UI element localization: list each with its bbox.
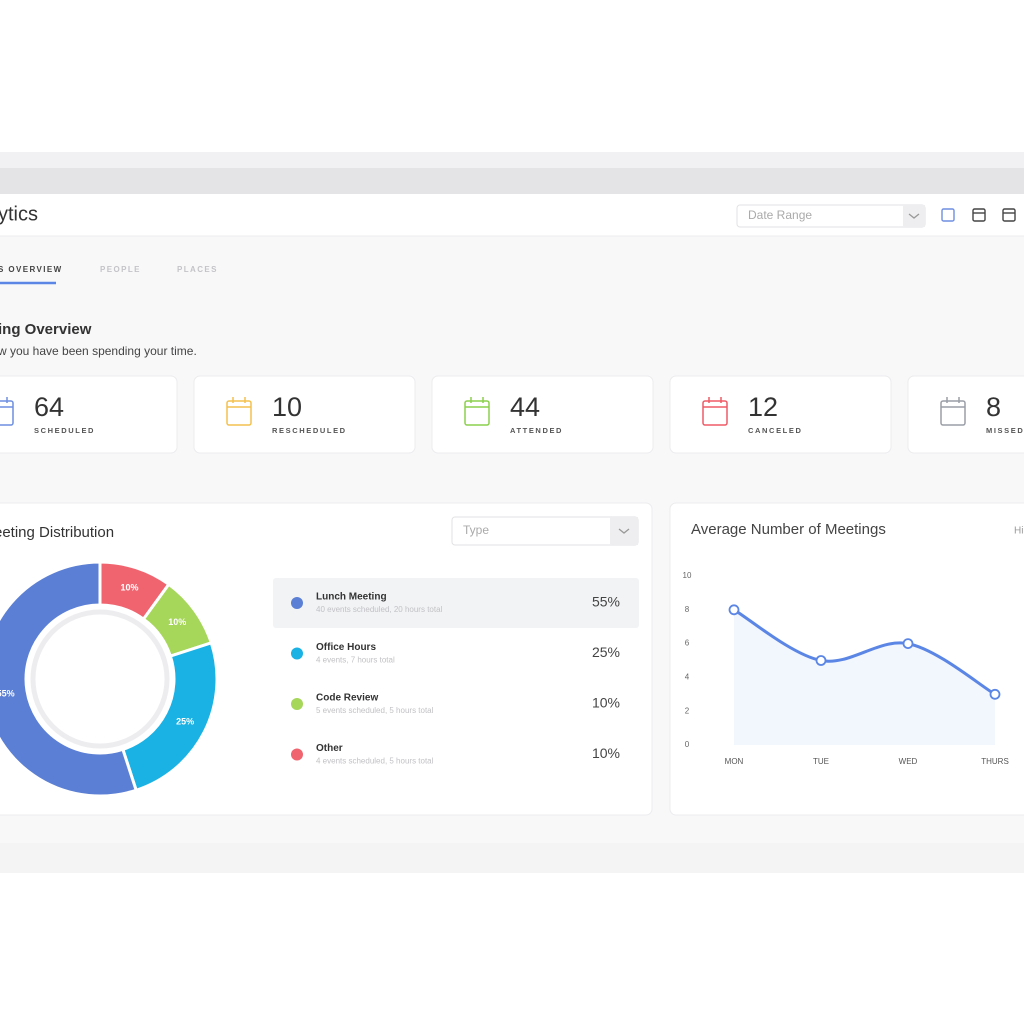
stat-icon bbox=[702, 400, 728, 426]
legend-name[interactable]: Code Review bbox=[316, 693, 378, 704]
y-tick-label: 10 bbox=[683, 571, 692, 580]
stat-label: RESCHEDULED bbox=[272, 426, 347, 435]
legend-dot bbox=[291, 597, 303, 609]
legend-detail: 5 events scheduled, 5 hours total bbox=[316, 706, 434, 715]
stat-value: 64 bbox=[34, 392, 64, 422]
toggle-label[interactable]: Hi bbox=[1014, 526, 1023, 537]
segment-label: 10% bbox=[121, 583, 139, 593]
card-title: eeting Distribution bbox=[0, 524, 114, 541]
card-title: Average Number of Meetings bbox=[691, 521, 886, 538]
segment-label: 55% bbox=[0, 688, 15, 698]
window-shadow-bottom bbox=[0, 843, 1024, 873]
stat-card bbox=[193, 375, 416, 454]
legend-value: 10% bbox=[592, 745, 620, 761]
legend-name[interactable]: Lunch Meeting bbox=[316, 592, 387, 603]
tab[interactable]: PLACES bbox=[177, 265, 218, 274]
legend-dot bbox=[291, 698, 303, 710]
segment-label: 10% bbox=[168, 617, 186, 627]
stat-icon bbox=[226, 400, 252, 426]
donut-inner-ring bbox=[30, 609, 170, 749]
stat-label: CANCELED bbox=[748, 426, 802, 435]
select-arrow-box bbox=[610, 517, 638, 545]
section-title: ing Overview bbox=[0, 321, 92, 338]
legend-dot bbox=[291, 748, 303, 761]
stat-label: ATTENDED bbox=[510, 426, 563, 435]
stat-value: 10 bbox=[272, 392, 302, 422]
legend-name[interactable]: Office Hours bbox=[316, 642, 376, 653]
y-tick-label: 0 bbox=[685, 740, 690, 749]
stat-value: 12 bbox=[748, 392, 778, 422]
stat-card bbox=[669, 375, 892, 454]
legend-value: 25% bbox=[592, 644, 620, 660]
legend-detail: 40 events scheduled, 20 hours total bbox=[316, 605, 443, 614]
donut-segment bbox=[0, 560, 139, 798]
y-tick-label: 8 bbox=[685, 605, 690, 614]
day-view-icon[interactable] bbox=[941, 208, 955, 222]
legend-value: 55% bbox=[592, 594, 620, 610]
section-subtitle: w you have been spending your time. bbox=[0, 344, 197, 358]
week-view-icon[interactable] bbox=[972, 208, 986, 222]
month-view-icon[interactable] bbox=[1002, 208, 1016, 222]
x-tick-label: MON bbox=[725, 757, 744, 766]
date-range-placeholder: Date Range bbox=[748, 208, 812, 222]
stat-icon bbox=[464, 400, 490, 426]
y-tick-label: 4 bbox=[685, 673, 690, 682]
window-bar bbox=[0, 168, 1024, 194]
legend-highlight bbox=[273, 578, 639, 628]
stat-icon bbox=[940, 400, 966, 426]
segment-label: 25% bbox=[176, 717, 194, 727]
select-arrow-box bbox=[903, 205, 925, 227]
stat-value: 8 bbox=[986, 392, 1001, 422]
legend-dot bbox=[291, 647, 303, 660]
line-point bbox=[728, 604, 740, 616]
type-placeholder: Type bbox=[463, 523, 489, 537]
stat-card bbox=[431, 375, 654, 454]
line-point bbox=[902, 638, 914, 649]
stat-label: MISSED bbox=[986, 426, 1024, 435]
stat-value: 44 bbox=[510, 392, 540, 422]
tab[interactable]: S OVERVIEW bbox=[0, 265, 63, 274]
chevron bbox=[908, 213, 920, 219]
chevron bbox=[618, 528, 630, 534]
stat-card bbox=[907, 375, 1024, 454]
stat-card bbox=[0, 375, 178, 454]
legend-value: 10% bbox=[592, 695, 620, 711]
x-tick-label: THURS bbox=[981, 757, 1009, 766]
stat-label: SCHEDULED bbox=[34, 426, 95, 435]
legend-detail: 4 events, 7 hours total bbox=[316, 656, 395, 665]
line bbox=[733, 608, 996, 696]
app-title: ytics bbox=[0, 203, 38, 225]
line-area bbox=[734, 609, 995, 745]
line-point bbox=[815, 655, 827, 666]
legend-name[interactable]: Other bbox=[316, 743, 343, 754]
view-icons bbox=[941, 208, 1016, 222]
tab[interactable]: PEOPLE bbox=[100, 265, 141, 274]
stat-icon bbox=[0, 400, 14, 426]
line-point bbox=[989, 688, 1001, 700]
y-tick-label: 6 bbox=[685, 639, 690, 648]
x-tick-label: TUE bbox=[813, 757, 829, 766]
legend-detail: 4 events scheduled, 5 hours total bbox=[316, 757, 434, 766]
y-tick-label: 2 bbox=[685, 706, 690, 715]
x-tick-label: WED bbox=[899, 757, 918, 766]
